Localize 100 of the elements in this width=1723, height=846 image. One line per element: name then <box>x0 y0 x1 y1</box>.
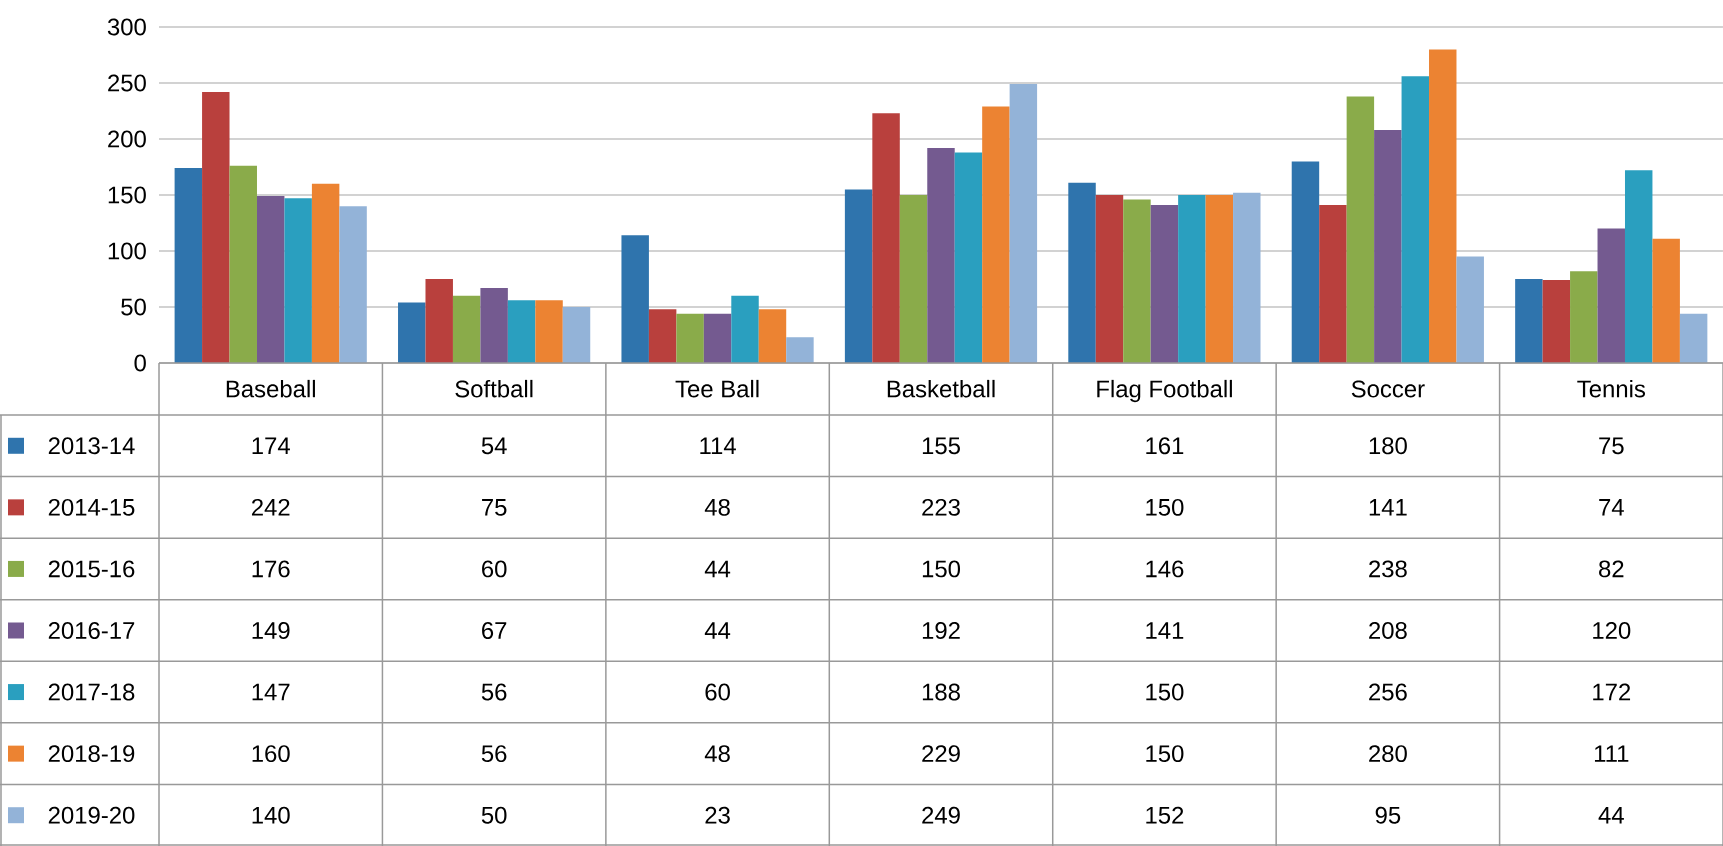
bar <box>284 198 312 363</box>
y-tick-label: 50 <box>121 298 146 316</box>
data-label: 150 <box>1146 745 1184 763</box>
data-label: 149 <box>252 622 290 639</box>
bar <box>1679 313 1708 363</box>
bar <box>676 313 704 363</box>
bar <box>1515 278 1543 363</box>
bar <box>1429 49 1457 363</box>
data-label: 249 <box>922 806 960 824</box>
bar <box>1597 228 1625 363</box>
bar <box>256 196 285 363</box>
bar <box>621 235 649 363</box>
x-tick-label: Basketball <box>887 379 995 398</box>
data-label: 75 <box>1599 437 1624 455</box>
bar <box>648 309 677 363</box>
data-label: 280 <box>1369 745 1407 763</box>
bar <box>731 295 759 363</box>
data-label: 56 <box>481 683 507 701</box>
x-tick-label: Flag Football <box>1097 379 1232 403</box>
y-tick-label: 150 <box>108 186 146 204</box>
bar <box>1319 205 1347 363</box>
data-label: 180 <box>1369 437 1407 455</box>
data-label: 141 <box>1146 622 1184 639</box>
bar <box>899 194 928 363</box>
x-tick-label: Softball <box>455 379 533 398</box>
data-label: 56 <box>481 745 507 763</box>
bar <box>982 106 1010 363</box>
bar <box>1624 170 1653 363</box>
bar <box>174 168 203 363</box>
data-label: 48 <box>704 498 730 516</box>
data-label: 23 <box>705 806 730 824</box>
bar <box>1205 194 1234 363</box>
data-label: 48 <box>704 745 730 763</box>
legend-label: 2013-14 <box>48 437 135 455</box>
bar <box>1178 194 1206 363</box>
data-label: 152 <box>1146 806 1184 824</box>
data-label: 82 <box>1599 560 1624 578</box>
bar <box>1374 130 1402 363</box>
data-label: 74 <box>1599 499 1624 516</box>
data-label: 188 <box>922 683 960 701</box>
bar <box>229 165 257 363</box>
bar <box>507 300 536 363</box>
bar <box>425 278 453 363</box>
data-label: 146 <box>1146 560 1184 578</box>
x-tick-label: Tee Ball <box>675 379 759 398</box>
data-label: 161 <box>1146 437 1184 455</box>
data-label: 44 <box>1598 806 1624 824</box>
data-label: 155 <box>922 437 960 455</box>
bar <box>1542 280 1571 363</box>
bar <box>339 206 367 363</box>
bar <box>1123 199 1151 363</box>
data-label: 60 <box>482 560 507 578</box>
bar <box>311 183 340 363</box>
data-label: 147 <box>252 683 290 701</box>
y-tick-label: 300 <box>107 18 146 36</box>
x-tick-label: Baseball <box>226 379 315 398</box>
data-label: 54 <box>481 437 507 455</box>
x-tick-label: Soccer <box>1351 380 1425 398</box>
data-label: 44 <box>704 560 731 578</box>
data-label: 44 <box>704 622 731 639</box>
legend-label: 2018-19 <box>48 745 135 763</box>
data-label: 60 <box>705 683 730 701</box>
data-label: 160 <box>252 745 290 763</box>
data-label: 176 <box>252 560 290 578</box>
bar <box>398 302 426 363</box>
bar <box>872 113 900 363</box>
y-tick-label: 0 <box>134 354 146 372</box>
data-label: 172 <box>1593 683 1631 701</box>
bar <box>927 147 955 363</box>
bar <box>844 189 873 363</box>
data-label: 223 <box>922 498 960 516</box>
data-label: 140 <box>252 806 290 824</box>
y-tick-label: 200 <box>108 130 146 148</box>
bar <box>480 287 508 363</box>
bar <box>452 295 481 363</box>
data-label: 174 <box>252 437 290 454</box>
bar <box>562 306 591 363</box>
data-label: 150 <box>922 560 961 578</box>
data-label: 229 <box>922 745 960 763</box>
bar <box>1068 182 1096 363</box>
data-label: 114 <box>700 437 736 454</box>
data-label: 238 <box>1369 560 1407 578</box>
legend-label: 2017-18 <box>48 683 135 701</box>
bar <box>1652 238 1680 363</box>
y-tick-label: 250 <box>108 74 146 92</box>
bar <box>202 91 230 363</box>
data-label: 75 <box>482 499 507 516</box>
data-label: 150 <box>1146 498 1184 516</box>
data-label: 141 <box>1369 499 1407 516</box>
bar <box>535 300 563 363</box>
bar <box>1456 256 1484 363</box>
data-label: 208 <box>1369 622 1407 639</box>
bar <box>954 152 983 363</box>
legend-label: 2015-16 <box>48 560 135 578</box>
data-label: 111 <box>1594 745 1629 762</box>
legend-label: 2016-17 <box>48 622 135 639</box>
bar <box>1009 84 1038 363</box>
legend-label: 2019-20 <box>48 806 135 824</box>
data-label: 192 <box>922 622 960 639</box>
bar <box>1150 205 1179 363</box>
